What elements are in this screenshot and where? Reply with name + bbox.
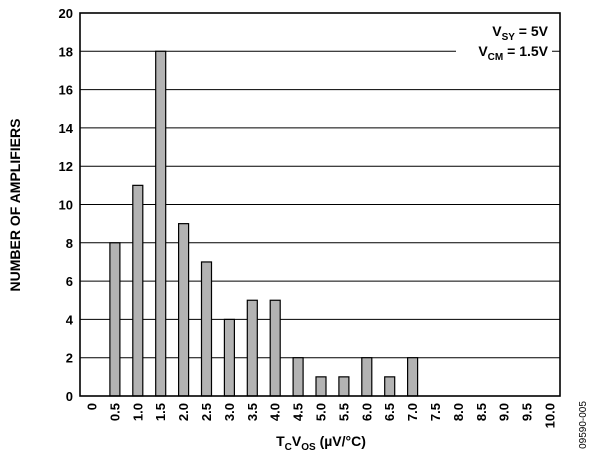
x-tick-label: 9.0 <box>497 403 512 421</box>
bars <box>109 50 419 397</box>
y-tick-label: 10 <box>59 198 73 213</box>
x-tick-label: 1.0 <box>130 403 145 421</box>
x-tick-label: 5.5 <box>336 403 351 421</box>
y-tick-label: 14 <box>59 121 74 136</box>
y-tick-label: 18 <box>59 44 73 59</box>
y-tick-labels: 0 2 4 6 8 10 12 14 16 18 20 <box>59 6 74 404</box>
y-tick-label: 0 <box>66 389 73 404</box>
x-tick-label: 7.5 <box>428 403 443 421</box>
bar <box>384 376 396 397</box>
x-tick-label: 8.0 <box>451 403 466 421</box>
x-tick-label: 2.5 <box>199 403 214 421</box>
annotation-vsy: VSY = 5V <box>492 23 548 43</box>
y-tick-label: 16 <box>59 83 73 98</box>
bar <box>315 376 327 397</box>
x-tick-label: 8.5 <box>474 403 489 421</box>
x-tick-label: 3.0 <box>222 403 237 421</box>
bar <box>178 223 190 397</box>
x-tick-label: 9.5 <box>520 403 535 421</box>
bar <box>200 261 213 397</box>
y-tick-label: 8 <box>66 236 73 251</box>
x-tick-label: 0 <box>85 403 100 410</box>
figure-id: 09590-005 <box>578 401 589 449</box>
x-tick-label: 5.0 <box>314 403 329 421</box>
y-tick-label: 20 <box>59 6 73 21</box>
x-tick-label: 6.0 <box>359 403 374 421</box>
annotation-vcm: VCM = 1.5V <box>478 43 548 63</box>
x-tick-label: 7.0 <box>405 403 420 421</box>
x-tick-label: 0.5 <box>107 403 122 421</box>
x-axis-label: TCVOS (µV/°C) <box>276 433 366 453</box>
annotation-background <box>456 18 552 62</box>
bar <box>155 50 167 397</box>
bar <box>109 242 121 397</box>
bar <box>132 184 144 397</box>
y-tick-label: 2 <box>66 351 73 366</box>
x-tick-label: 4.0 <box>268 403 283 421</box>
x-tick-label: 3.5 <box>245 403 260 421</box>
bar <box>361 357 373 397</box>
x-tick-label: 2.0 <box>176 403 191 421</box>
bar <box>269 299 281 397</box>
grid-lines <box>80 50 560 359</box>
y-tick-label: 6 <box>66 274 73 289</box>
bar <box>407 357 419 397</box>
x-tick-label: 1.5 <box>153 403 168 421</box>
x-tick-label: 10.0 <box>543 403 558 428</box>
x-tick-label: 6.5 <box>382 403 397 421</box>
y-axis-label: NUMBER OF AMPLIFIERS <box>7 119 23 292</box>
bar <box>292 357 304 397</box>
bar <box>223 318 235 397</box>
x-tick-labels: 0 0.5 1.0 1.5 2.0 2.5 3.0 3.5 4.0 4.5 5.0 5.5 6.0 6.5… <box>85 403 558 428</box>
bar <box>338 376 350 397</box>
y-tick-label: 4 <box>66 312 74 327</box>
bar <box>246 299 258 397</box>
plot-frame <box>79 12 561 397</box>
x-tick-label: 4.5 <box>291 403 306 421</box>
y-tick-label: 12 <box>59 159 73 174</box>
